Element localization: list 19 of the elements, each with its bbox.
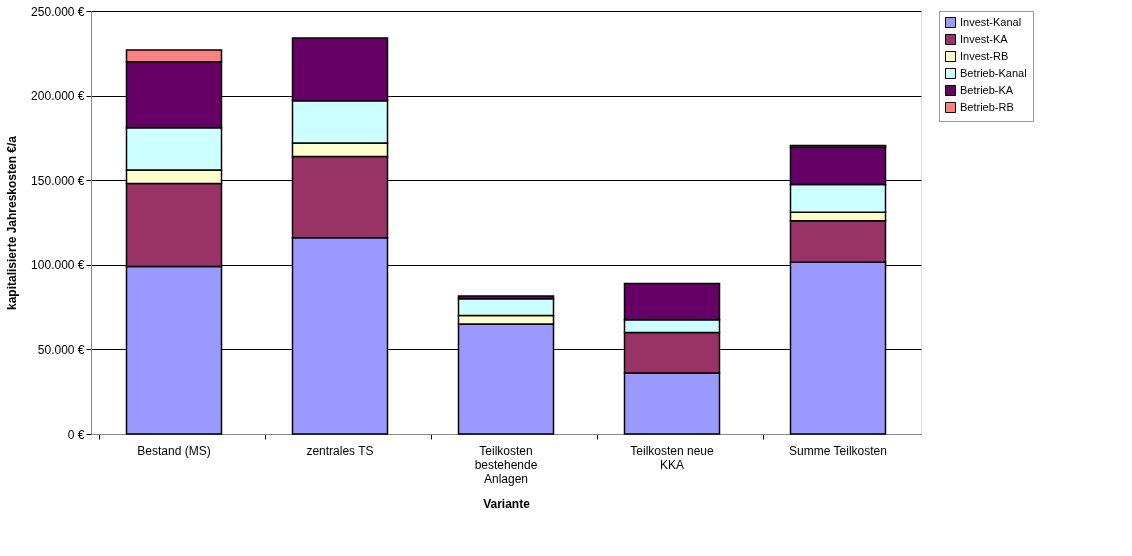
x-tick-label: Bestand (MS) (137, 443, 211, 458)
x-tick-label: Teilkosten bestehende Anlagen (474, 443, 538, 486)
y-tick-label: 200.000 € (31, 89, 85, 104)
y-tick-label: 150.000 € (31, 173, 85, 188)
legend-label: Betrieb-Kanal (960, 66, 1027, 79)
legend-label: Invest-KA (960, 32, 1009, 45)
x-axis-title: Variante (483, 496, 531, 511)
x-tick-label: zentrales TS (306, 443, 374, 458)
legend-label: Betrieb-RB (960, 100, 1014, 113)
legend-label: Invest-Kanal (960, 15, 1022, 28)
x-tick-label: Teilkosten neue KKA (630, 443, 715, 472)
y-tick-label: 250.000 € (31, 4, 85, 19)
y-axis-title: kapitalisierte Jahreskosten €/a (5, 135, 20, 311)
legend-label: Betrieb-KA (960, 83, 1014, 96)
y-tick-label: 100.000 € (31, 258, 85, 273)
y-tick-label: 50.000 € (37, 342, 85, 357)
x-tick-label: Summe Teilkosten (789, 443, 887, 458)
legend-label: Invest-RB (960, 49, 1009, 62)
y-tick-label: 0 € (67, 427, 85, 442)
